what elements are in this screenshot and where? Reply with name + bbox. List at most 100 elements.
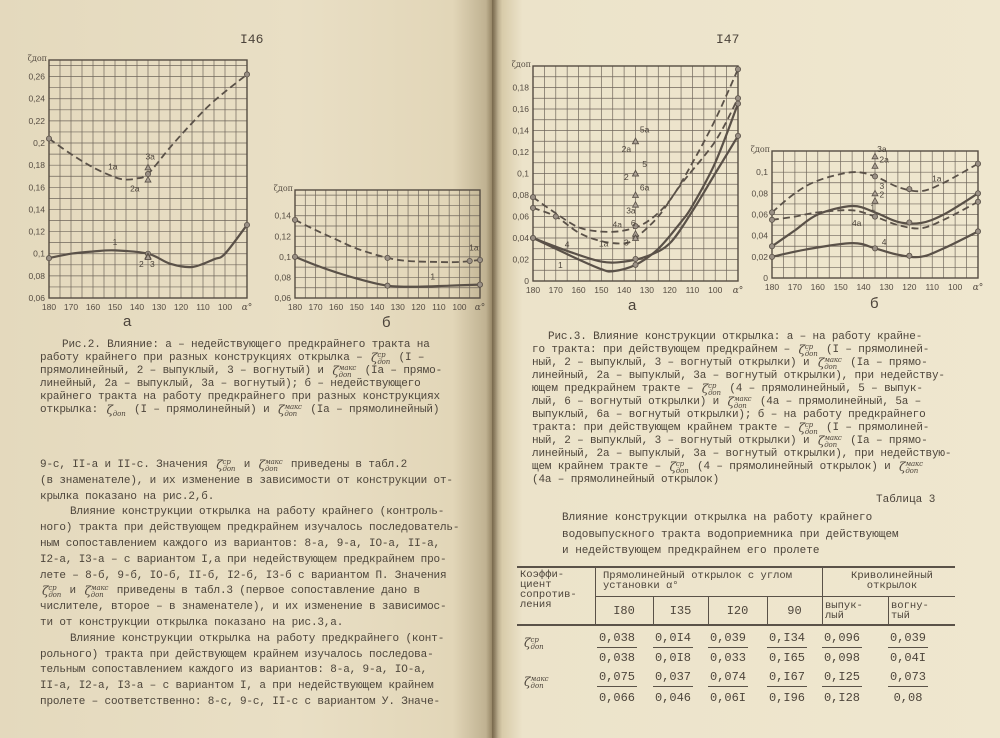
table-label: Таблица 3 [876, 494, 936, 506]
table-cell-denominator: 0,I28 [823, 691, 860, 705]
caption-line: щем крайнем тракте – ζ ср доп (4 – прямоли… [532, 460, 923, 475]
caption-line: лый, 6 – вогнутый открылки) и ζ макс доп (… [532, 395, 922, 410]
zeta-symbol: ζ ср доп [701, 382, 721, 397]
caption-line: Рис.3. Влияние конструкции открылка: а –… [548, 331, 923, 343]
row-coefficient-symbol: ζ макс доп [522, 676, 551, 689]
caption-line: линейный, 2а – выпуклый, 3а – вогнутый);… [40, 378, 421, 390]
table-cell-numerator: 0,038 [598, 631, 635, 645]
fraction-bar [767, 686, 807, 687]
zeta-symbol: ζ ср доп [371, 351, 391, 366]
header-curved-flap: Криволинейный открылок [851, 570, 933, 592]
table-cell-denominator: 0,0I8 [654, 651, 691, 665]
table-rule [595, 596, 955, 597]
table-title-line: водовыпускного тракта водоприемника при … [562, 528, 899, 541]
table-rule [888, 596, 889, 624]
fig2a-panel-label: а [123, 313, 132, 330]
header-coefficient: Коэффи- циент сопротив- ления [520, 569, 577, 611]
table-cell-numerator: 0,0I4 [654, 631, 691, 645]
caption-line: прямолинейный, 2 – выпуклый, 3 – вогнуты… [40, 364, 443, 379]
zeta-symbol: ζ ср доп [524, 636, 544, 651]
table-cell-numerator: 0,039 [889, 631, 926, 645]
body-line: лете – 8-б, 9-б, IО-б, II-б, I2-б, I3-б … [40, 569, 447, 582]
body-line: ζ ср доп и ζ макс доп приведены в табл.3 (пе… [42, 584, 420, 599]
table-cell-numerator: 0,I67 [768, 670, 805, 684]
fig3a-panel-label: а [628, 297, 637, 314]
body-line: ти от конструкции открылка показано на р… [40, 617, 344, 629]
zeta-symbol: ζ ср доп [669, 460, 689, 475]
table-cell-numerator: 0,I25 [823, 670, 860, 684]
caption-line: Рис.2. Влияние: а – недействующего предк… [62, 339, 430, 351]
table-rule [767, 596, 768, 624]
table-title-line: и недействующем предкрайнем его пролете [562, 545, 820, 557]
zeta-symbol: ζ ср доп [798, 343, 818, 358]
subheader-4: выпук- лый [825, 600, 863, 622]
zeta-symbol: ζ ср доп [42, 584, 62, 599]
table-cell-denominator: 0,038 [598, 651, 635, 665]
table-cell-numerator: 0,074 [709, 670, 746, 684]
fraction-bar [653, 686, 693, 687]
caption-line: ющем предкрайнем тракте – ζ ср доп (4 – пр… [532, 382, 923, 397]
fraction-bar [708, 647, 748, 648]
table-cell-denominator: 0,06I [709, 691, 746, 705]
fraction-bar [597, 686, 637, 687]
zeta-symbol: ζ макс доп [899, 460, 923, 475]
table-cell-numerator: 0,I34 [768, 631, 805, 645]
zeta-symbol: ζ макс доп [524, 675, 549, 690]
table-rule [708, 596, 709, 624]
body-line: (в знаменателе), и их изменение в зависи… [40, 474, 453, 487]
body-line: рольного) тракта при действующем крайнем… [40, 648, 434, 661]
table-rule [517, 624, 955, 626]
fraction-bar [653, 647, 693, 648]
zeta-symbol: ζ ср доп [798, 421, 818, 436]
zeta-symbol: ζ макс доп [817, 434, 842, 449]
body-line: ным сопоставлением каждого из вариантов:… [40, 538, 440, 550]
fraction-bar [822, 686, 862, 687]
table-rule [517, 566, 955, 568]
table-rule [822, 566, 823, 624]
fraction-bar [708, 686, 748, 687]
table-cell-numerator: 0,073 [889, 670, 926, 684]
subheader-1: I35 [669, 604, 692, 618]
body-line: крылка показано на рис.2,б. [40, 490, 215, 503]
zeta-symbol: ζ доп [106, 403, 126, 418]
caption-line: (4а – прямолинейный открылок) [532, 474, 720, 486]
fig3b-panel-label: б [870, 295, 879, 312]
subheader-3: 90 [787, 604, 802, 618]
table-cell-denominator: 0,I65 [768, 651, 805, 665]
zeta-symbol: ζ макс доп [332, 364, 357, 379]
table-cell-denominator: 0,098 [823, 651, 860, 665]
zeta-symbol: ζ макс доп [84, 584, 109, 599]
body-line: 9-с, II-а и II-с. Значения ζ ср доп и ζ мак… [40, 458, 408, 473]
row-coefficient-symbol: ζ ср доп [522, 637, 546, 650]
table-title-line: Влияние конструкции открылка на работу к… [562, 512, 873, 524]
table-cell-numerator: 0,096 [823, 631, 860, 645]
caption-line: ный, 2 – выпуклый, 3 – вогнутый открылки… [532, 356, 928, 371]
fraction-bar [888, 647, 928, 648]
zeta-symbol: ζ макс доп [727, 395, 752, 410]
caption-line: линейный, 2а – выпуклый, 3а – вогнутый о… [532, 448, 952, 460]
body-line: Влияние конструкции открылка на работу п… [70, 632, 445, 645]
table-cell-numerator: 0,039 [709, 631, 746, 645]
zeta-symbol: ζ макс доп [817, 356, 842, 371]
fig2b-panel-label: б [382, 314, 391, 331]
caption-line: крайнего тракта на работу предкрайнего п… [40, 391, 440, 403]
table-cell-denominator: 0,066 [598, 691, 635, 705]
caption-line: линейный, 2а – выпуклый, 3а – вогнутый о… [532, 370, 945, 382]
body-line: ного) тракта при действующем предкрайнем… [40, 522, 460, 535]
zeta-symbol: ζ ср доп [216, 458, 236, 473]
body-line: II-а, I2-а, I3-а – с вариантом I, а при … [40, 680, 434, 693]
subheader-0: I80 [613, 604, 635, 618]
fraction-bar [822, 647, 862, 648]
subheader-2: I20 [726, 604, 749, 618]
body-line: тельным сопоставлением каждого из вариан… [40, 664, 428, 677]
table-cell-numerator: 0,075 [598, 670, 635, 684]
table-cell-denominator: 0,04I [889, 651, 926, 665]
body-line: I2-а, I3-а – с вариантом I,а при недейст… [40, 553, 447, 566]
table-rule [653, 596, 654, 624]
header-straight-flap: Прямолинейный открылок с углом установки… [603, 570, 793, 592]
caption-line: выпуклый, 6а – вогнутый открылки); б – н… [532, 409, 926, 421]
table-rule [595, 566, 596, 624]
subheader-5: вогну- тый [891, 600, 929, 622]
table-cell-denominator: 0,08 [893, 691, 923, 705]
